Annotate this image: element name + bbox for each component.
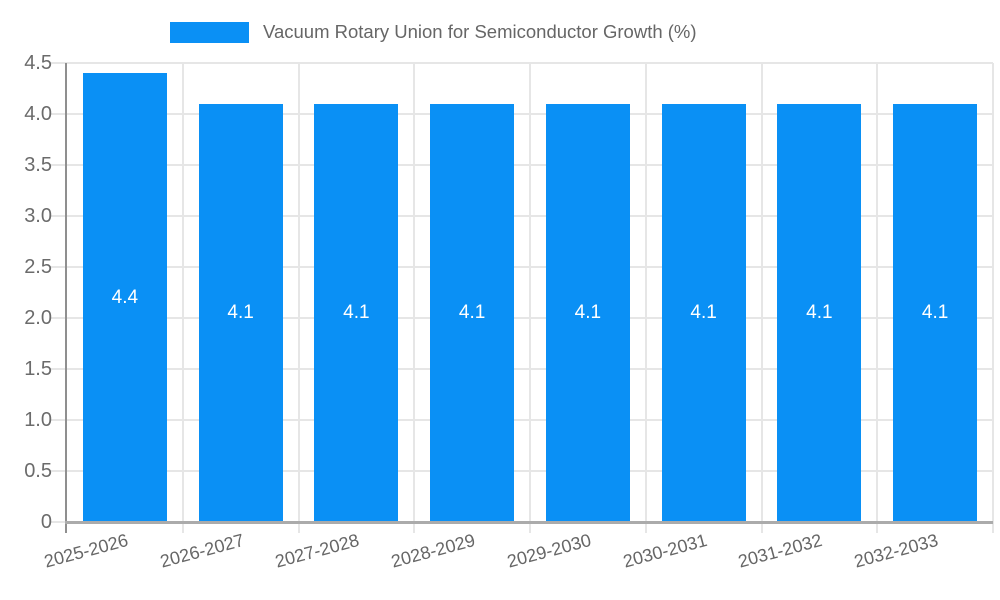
y-tick-label: 1.5 [24,358,52,380]
y-tick-label: 3.0 [24,205,52,227]
y-tick-label: 4.0 [24,103,52,125]
bar[interactable]: 4.1 [661,103,746,522]
y-axis-tick [50,368,67,370]
y-axis-tick [50,113,67,115]
y-axis-tick [50,317,67,319]
grid-line-vertical [644,63,647,533]
y-axis-line [65,63,67,533]
x-tick-label: 2028-2029 [388,530,478,572]
y-axis-tick [50,470,67,472]
legend-swatch [170,21,249,43]
bar[interactable]: 4.1 [430,103,515,522]
bar[interactable]: 4.4 [82,73,167,522]
bar-value-label: 4.1 [921,301,949,323]
x-tick-label: 2025-2026 [41,530,131,572]
y-tick-label: 3.5 [24,154,52,176]
bar-value-label: 4.1 [343,301,370,323]
grid-line-vertical [760,63,763,533]
bar[interactable]: 4.1 [314,103,399,522]
y-axis-tick [50,419,67,421]
x-tick-label: 2031-2032 [736,530,825,572]
y-tick-label: 0.5 [24,460,52,482]
y-axis-tick [50,266,67,268]
legend[interactable]: Vacuum Rotary Union for Semiconductor Gr… [170,12,697,52]
y-tick-label: 1.0 [24,409,52,431]
bar-value-label: 4.1 [227,301,254,323]
x-tick-label: 2026-2027 [157,530,246,572]
y-tick-label: 4.5 [24,52,52,74]
grid-line-vertical [413,63,416,533]
bar[interactable]: 4.1 [893,103,978,522]
y-tick-label: 0 [40,511,52,533]
grid-line-vertical [297,63,300,533]
plot-area: 0 0.5 1.0 1.5 2.0 2.5 3.0 3.5 4.0 4.5 4.4 4.1 4.1 4.1… [24,52,994,572]
bar[interactable]: 4.1 [198,103,283,522]
y-tick-label: 2.0 [24,307,52,329]
bar-value-label: 4.1 [806,301,833,323]
x-tick-label: 2029-2030 [504,530,594,572]
bar-value-label: 4.4 [111,286,139,308]
x-tick-label: 2030-2031 [620,530,709,572]
bar-value-label: 4.1 [458,301,486,323]
grid-line-vertical [529,63,531,533]
y-axis-tick [50,62,67,64]
grid-line-vertical [876,63,879,533]
x-tick-label: 2032-2033 [851,530,941,572]
y-axis-tick [50,215,67,217]
x-axis-line [65,521,993,524]
y-axis-tick [50,521,67,523]
grid-line-vertical [181,63,184,533]
y-tick-label: 2.5 [24,256,52,278]
bar-value-label: 4.1 [690,301,717,323]
x-tick-label: 2027-2028 [273,530,362,572]
y-axis-tick [50,164,67,166]
bar[interactable]: 4.1 [545,103,630,522]
legend-label: Vacuum Rotary Union for Semiconductor Gr… [263,21,697,42]
grid-line-vertical [992,63,994,533]
bar[interactable]: 4.1 [777,103,862,522]
bar-value-label: 4.1 [574,301,602,323]
